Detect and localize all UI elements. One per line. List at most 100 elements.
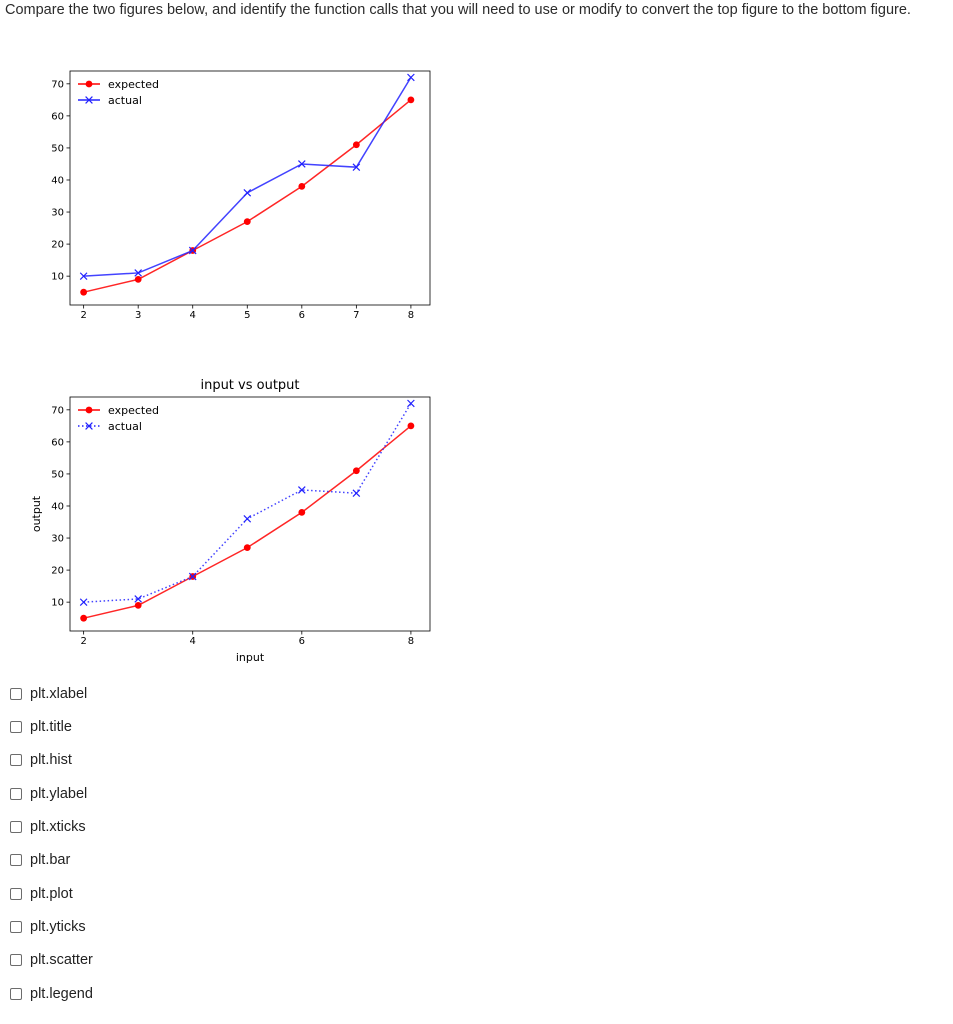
data-point-expected (407, 422, 415, 430)
y-tick-label: 20 (51, 240, 64, 251)
option-plt-plot[interactable]: plt.plot (10, 884, 73, 904)
legend-label: expected (108, 78, 159, 91)
data-point-actual (243, 188, 252, 197)
option-plt-yticks[interactable]: plt.yticks (10, 917, 86, 937)
x-axis-label: input (236, 651, 265, 664)
x-tick-label: 5 (244, 310, 250, 321)
y-tick-label: 40 (51, 501, 64, 512)
option-label: plt.xlabel (30, 686, 88, 702)
legend-label: expected (108, 404, 159, 417)
option-plt-xlabel[interactable]: plt.xlabel (10, 684, 87, 704)
data-point-actual (188, 572, 197, 581)
data-point-actual (79, 598, 88, 606)
data-point-actual (243, 514, 252, 523)
option-label: plt.yticks (30, 919, 86, 935)
data-point-actual (134, 269, 143, 277)
option-plt-scatter[interactable]: plt.scatter (10, 950, 93, 970)
checkbox[interactable] (10, 854, 22, 866)
data-point-expected (134, 601, 142, 609)
chart-title: input vs output (200, 378, 299, 393)
y-axis-label: output (30, 495, 43, 532)
checkbox[interactable] (10, 721, 22, 733)
checkbox[interactable] (10, 688, 22, 700)
option-plt-bar[interactable]: plt.bar (10, 850, 70, 870)
checkbox[interactable] (10, 921, 22, 933)
y-tick-label: 50 (51, 143, 64, 154)
y-tick-label: 20 (51, 566, 64, 577)
data-point-expected (134, 275, 142, 283)
data-point-actual (134, 595, 143, 603)
data-point-expected (352, 141, 360, 149)
data-point-expected (407, 96, 415, 104)
y-tick-label: 50 (51, 469, 64, 480)
data-point-actual (352, 163, 361, 171)
option-label: plt.legend (30, 986, 93, 1002)
checkbox[interactable] (10, 788, 22, 800)
x-tick-label: 3 (135, 310, 141, 321)
data-point-expected (243, 218, 251, 226)
y-tick-label: 30 (51, 534, 64, 545)
option-label: plt.xticks (30, 819, 86, 835)
plot-frame (69, 70, 431, 306)
data-point-expected (298, 508, 306, 516)
y-tick-label: 70 (51, 79, 64, 90)
option-plt-xticks[interactable]: plt.xticks (10, 817, 86, 837)
data-point-expected (80, 614, 88, 622)
y-tick-label: 70 (51, 405, 64, 416)
x-tick-label: 8 (408, 310, 414, 321)
legend-label: actual (108, 94, 142, 107)
option-plt-ylabel[interactable]: plt.ylabel (10, 784, 87, 804)
checkbox[interactable] (10, 821, 22, 833)
option-plt-hist[interactable]: plt.hist (10, 750, 72, 770)
y-tick-label: 60 (51, 437, 64, 448)
series-line-actual (83, 77, 412, 277)
option-label: plt.ylabel (30, 786, 88, 802)
checkbox[interactable] (10, 988, 22, 1000)
option-label: plt.title (30, 719, 72, 735)
option-label: plt.bar (30, 852, 71, 868)
x-tick-label: 4 (190, 310, 196, 321)
x-tick-label: 7 (353, 310, 359, 321)
checkbox[interactable] (10, 888, 22, 900)
legend-marker-expected (85, 80, 93, 88)
checkbox[interactable] (10, 954, 22, 966)
x-tick-label: 8 (408, 636, 414, 647)
legend-marker-expected (85, 406, 93, 414)
y-tick-label: 10 (51, 598, 64, 609)
y-tick-label: 10 (51, 272, 64, 283)
data-point-expected (243, 544, 251, 552)
bottom-chart: 2 4 6 8 10 20 30 40 50 60 70 input vs output input ou… (30, 378, 431, 664)
data-point-actual (352, 489, 361, 497)
option-label: plt.hist (30, 752, 72, 768)
checkbox[interactable] (10, 754, 22, 766)
legend-label: actual (108, 420, 142, 433)
y-tick-label: 30 (51, 208, 64, 219)
data-point-actual (407, 399, 415, 408)
legend-marker-actual (85, 422, 93, 430)
y-tick-label: 60 (51, 111, 64, 122)
data-point-expected (352, 467, 360, 475)
option-label: plt.scatter (30, 952, 93, 968)
data-point-actual (79, 272, 88, 280)
question-text: Compare the two figures below, and ident… (5, 2, 911, 18)
x-tick-label: 6 (299, 636, 305, 647)
plot-frame (69, 396, 431, 632)
option-plt-legend[interactable]: plt.legend (10, 984, 93, 1004)
series-line-expected (83, 425, 412, 619)
data-point-actual (407, 73, 415, 82)
legend-marker-actual (85, 96, 93, 104)
data-point-expected (298, 182, 306, 190)
x-tick-label: 6 (299, 310, 305, 321)
data-point-expected (80, 288, 88, 296)
x-tick-label: 2 (80, 636, 86, 647)
x-tick-label: 4 (190, 636, 196, 647)
data-point-actual (297, 486, 306, 494)
y-tick-label: 40 (51, 175, 64, 186)
data-point-actual (297, 160, 306, 168)
series-line-actual (83, 403, 412, 603)
series-line-expected (83, 99, 412, 293)
data-point-actual (188, 246, 197, 255)
option-label: plt.plot (30, 886, 73, 902)
option-plt-title[interactable]: plt.title (10, 717, 72, 737)
top-chart: 2 3 4 5 6 7 8 10 20 30 40 50 60 70 expected actual (51, 70, 431, 321)
